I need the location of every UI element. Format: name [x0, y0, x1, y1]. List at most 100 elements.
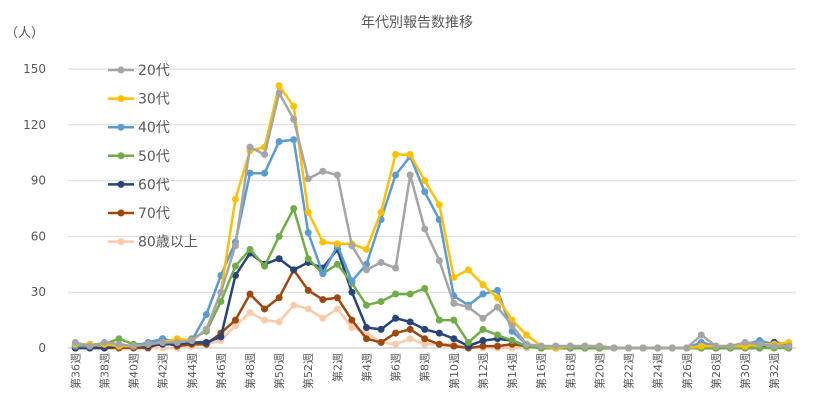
data-point	[100, 338, 108, 346]
data-point	[479, 325, 487, 333]
data-point	[494, 286, 502, 294]
data-point	[275, 318, 283, 326]
data-point	[348, 324, 356, 332]
data-point	[275, 232, 283, 240]
data-point	[231, 322, 239, 330]
data-point	[494, 331, 502, 339]
data-point	[654, 344, 662, 352]
data-point	[406, 151, 414, 159]
series-60代	[71, 245, 793, 352]
x-tick-label: 第48週	[243, 353, 257, 389]
data-point	[741, 338, 749, 346]
data-point	[348, 277, 356, 285]
x-tick-label: 第30週	[738, 353, 752, 389]
data-point	[610, 344, 618, 352]
data-point	[261, 169, 269, 177]
legend-label: 30代	[138, 92, 170, 108]
data-point	[697, 331, 705, 339]
data-point	[494, 294, 502, 302]
y-tick-labels: 0 30 60 90 120 150	[23, 62, 46, 355]
data-point	[464, 266, 472, 274]
data-point	[202, 338, 210, 346]
data-point	[479, 314, 487, 322]
data-point	[304, 229, 312, 237]
x-tick-label: 第42週	[156, 353, 170, 389]
legend-label: 60代	[138, 177, 170, 193]
data-point	[421, 340, 429, 348]
data-point	[202, 311, 210, 319]
data-point	[508, 322, 516, 330]
data-point	[246, 169, 254, 177]
data-point	[377, 258, 385, 266]
data-point	[275, 294, 283, 302]
x-tick-label: 第16週	[534, 353, 548, 389]
data-point	[435, 329, 443, 337]
data-point	[333, 305, 341, 313]
x-tick-label: 第22週	[622, 353, 636, 389]
data-point	[275, 138, 283, 146]
data-point	[625, 344, 633, 352]
data-point	[246, 143, 254, 151]
x-tick-label: 第6週	[389, 353, 403, 382]
legend-item: 80歳以上	[108, 235, 198, 251]
data-point	[319, 238, 327, 246]
data-point	[231, 316, 239, 324]
data-point	[231, 262, 239, 270]
legend-label: 70代	[138, 206, 170, 222]
data-point	[377, 298, 385, 305]
data-point	[290, 301, 298, 309]
x-tick-label: 第14週	[505, 353, 519, 389]
data-point	[231, 195, 239, 203]
legend-item: 30代	[108, 92, 170, 108]
data-point	[333, 294, 341, 302]
x-tick-labels: 第36週 第38週 第40週 第42週 第44週 第46週 第48週 第50週 第52週 第2週 第…	[68, 353, 781, 389]
data-point	[319, 296, 327, 304]
data-point	[479, 337, 487, 345]
data-point	[275, 82, 283, 90]
data-point	[304, 208, 312, 216]
data-point	[464, 338, 472, 346]
y-tick-label: 60	[31, 229, 46, 243]
x-tick-label: 第38週	[97, 353, 111, 389]
chart-title: 年代別報告数推移	[361, 15, 473, 31]
data-point	[479, 290, 487, 298]
data-point	[726, 342, 734, 350]
data-point	[290, 205, 298, 212]
series-50代	[71, 205, 793, 352]
data-point	[362, 335, 370, 343]
data-point	[523, 331, 531, 339]
y-tick-label: 0	[38, 341, 46, 355]
series-30代	[71, 82, 793, 352]
data-point	[115, 335, 123, 343]
data-point	[246, 245, 254, 253]
data-point	[581, 342, 589, 350]
x-tick-label: 第12週	[476, 353, 490, 389]
legend-item: 70代	[108, 206, 170, 222]
legend-swatch-marker	[117, 238, 125, 246]
data-point	[362, 324, 370, 332]
legend-swatch-marker	[117, 66, 125, 74]
data-point	[319, 270, 327, 278]
data-point	[406, 290, 414, 298]
x-tick-label: 第24週	[651, 353, 665, 389]
data-point	[435, 316, 443, 324]
data-point	[712, 342, 720, 350]
data-point	[435, 201, 443, 209]
legend-label: 20代	[138, 63, 170, 79]
data-point	[275, 89, 283, 97]
data-point	[333, 260, 341, 268]
data-point	[421, 335, 429, 343]
data-point	[421, 325, 429, 333]
x-tick-label: 第26週	[680, 353, 694, 389]
data-point	[217, 288, 225, 296]
data-point	[392, 264, 400, 272]
data-point	[392, 329, 400, 337]
data-point	[639, 344, 647, 352]
data-point	[435, 257, 443, 265]
data-point	[231, 242, 239, 250]
x-tick-label: 第32週	[767, 353, 781, 389]
data-point	[348, 288, 356, 296]
data-point	[348, 316, 356, 324]
data-point	[392, 314, 400, 322]
